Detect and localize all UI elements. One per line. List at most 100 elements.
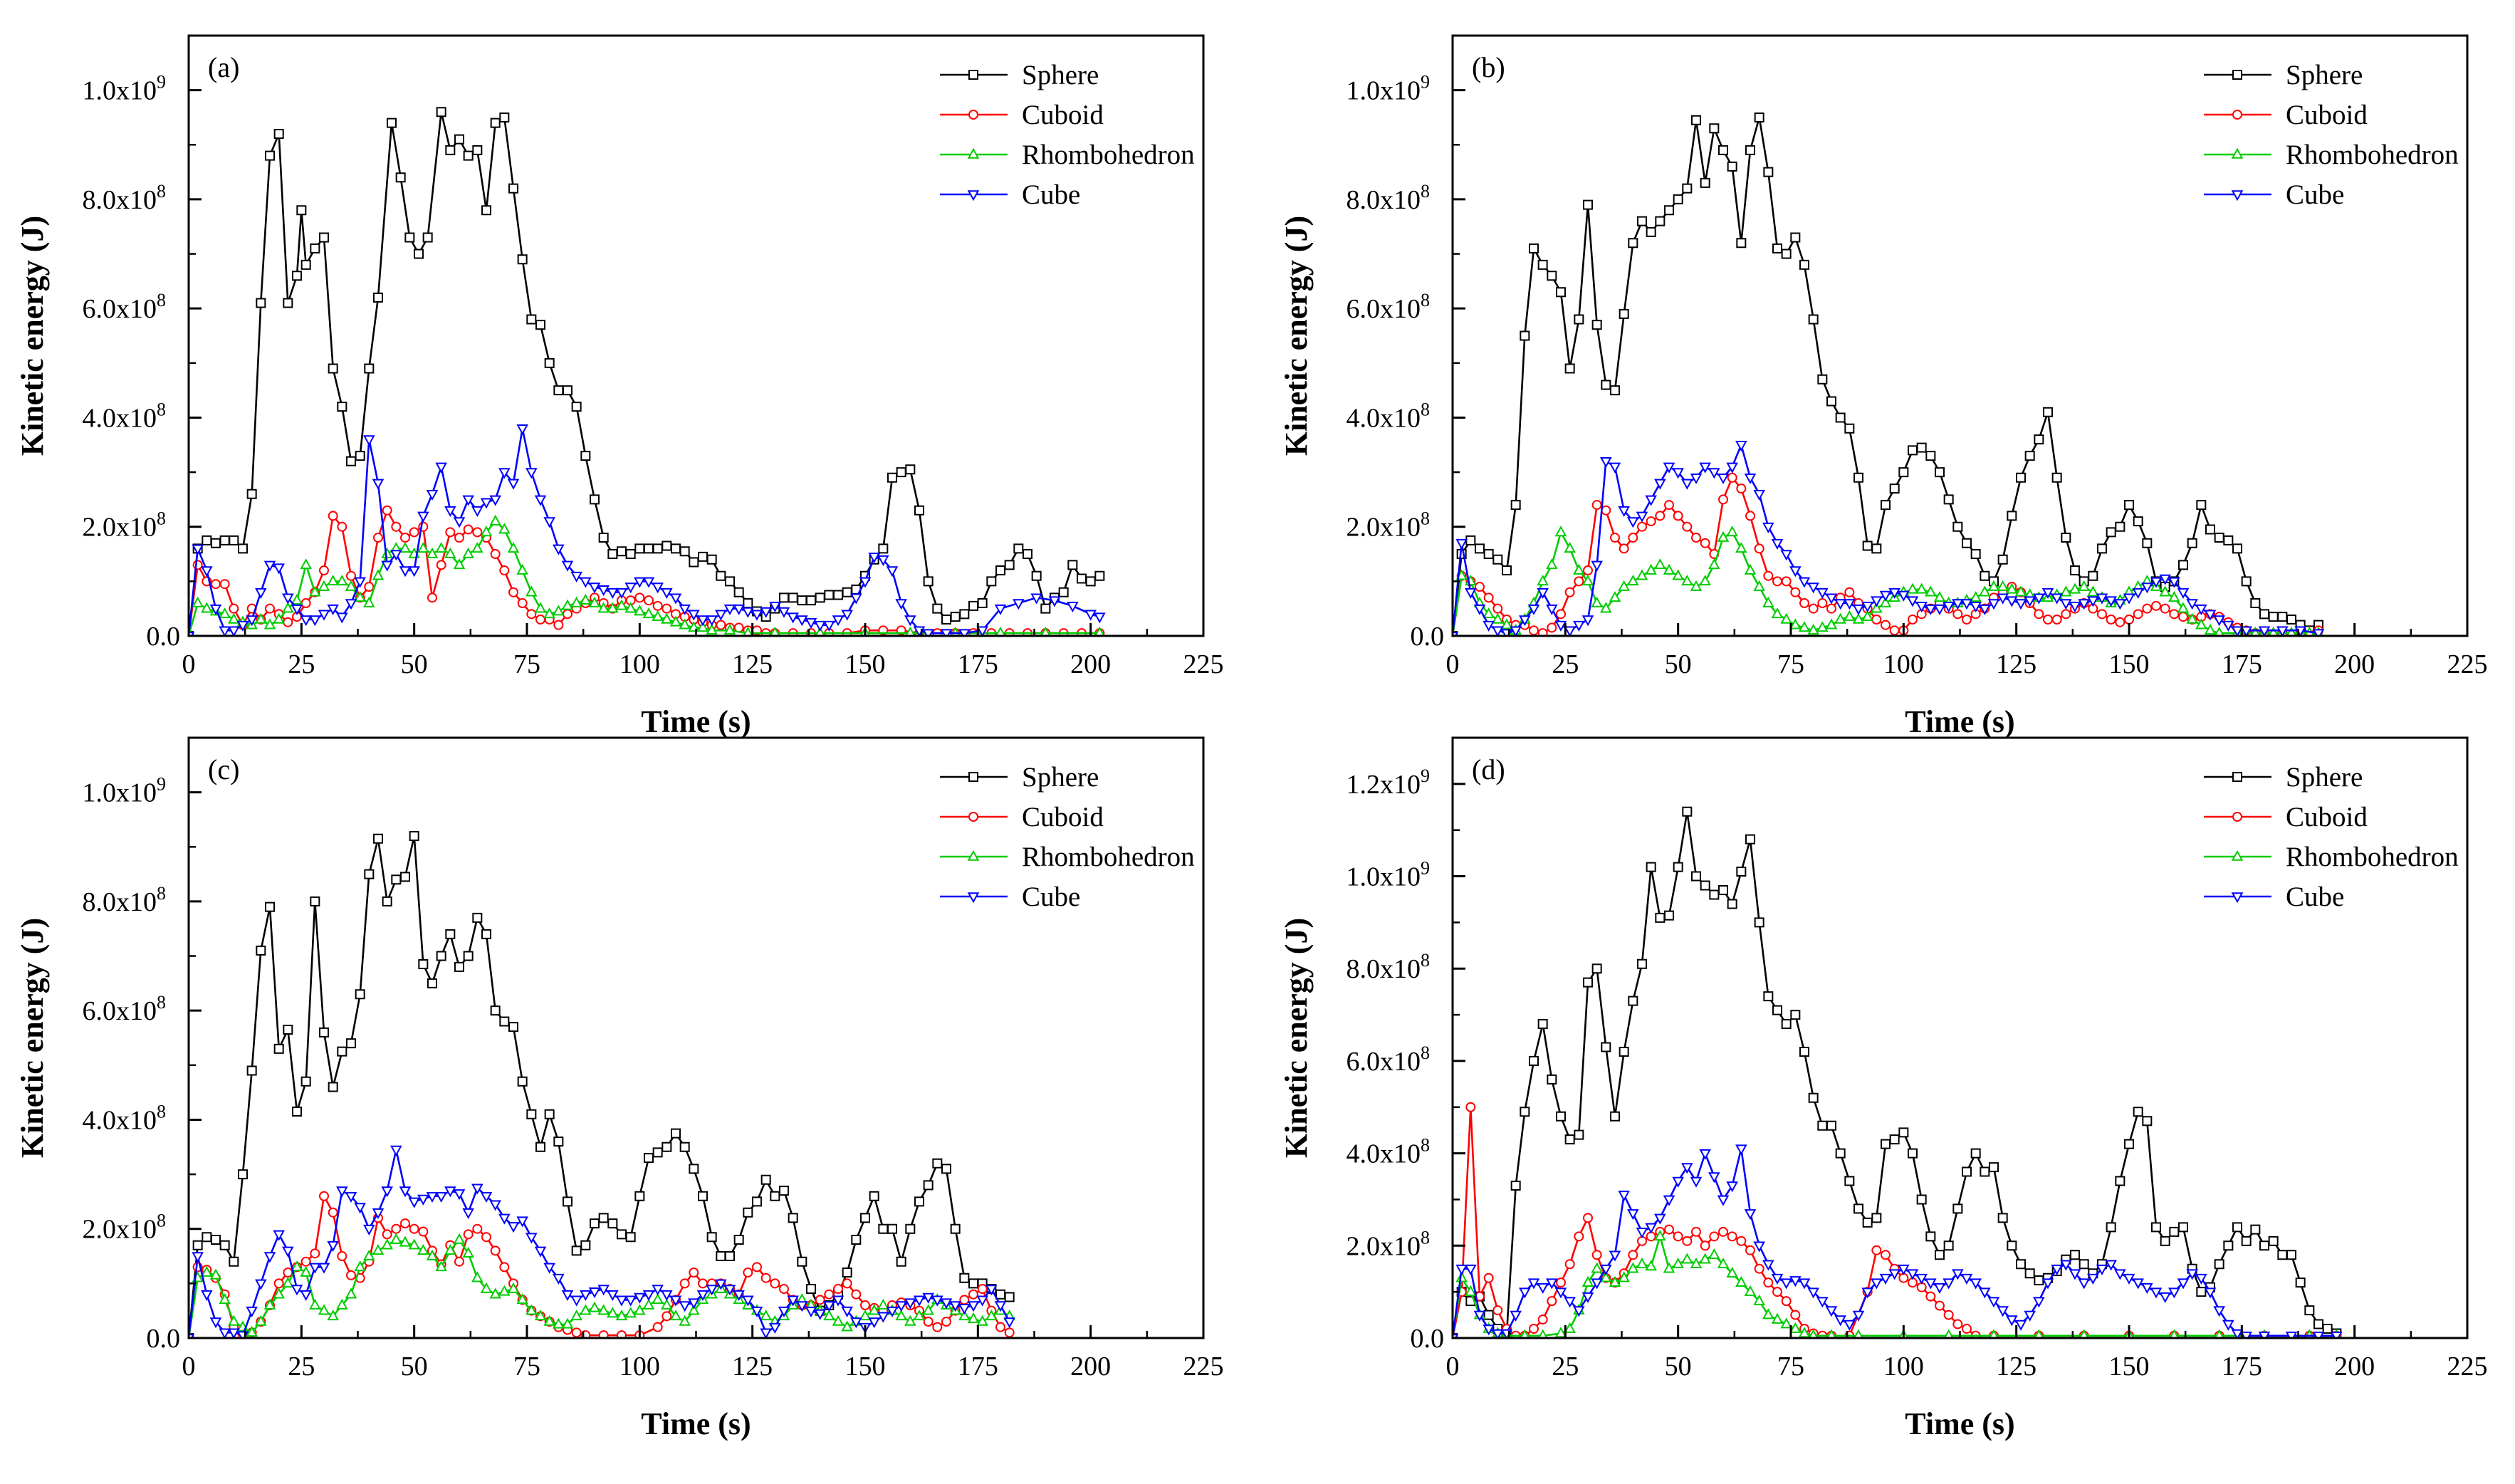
data-point-sphere bbox=[2016, 472, 2026, 483]
data-point-cuboid bbox=[2061, 609, 2071, 620]
data-point-sphere bbox=[1772, 1005, 1782, 1015]
data-point-sphere bbox=[2061, 533, 2071, 543]
data-point-cube bbox=[1834, 599, 1846, 610]
y-tick-label: 2.0x108 bbox=[1347, 1227, 1431, 1261]
data-point-sphere bbox=[373, 833, 383, 844]
x-tick-label: 25 bbox=[1552, 1352, 1579, 1381]
data-point-rhombohedron bbox=[2069, 582, 2081, 594]
data-point-rhombohedron bbox=[318, 1304, 330, 1315]
data-point-cube bbox=[733, 1290, 745, 1301]
data-point-rhombohedron bbox=[661, 612, 673, 624]
data-point-cuboid bbox=[337, 1251, 347, 1262]
data-point-sphere bbox=[932, 603, 943, 614]
data-point-cuboid bbox=[481, 1232, 492, 1243]
data-point-rhombohedron bbox=[570, 1310, 582, 1321]
data-point-cuboid bbox=[1628, 533, 1638, 543]
data-point-sphere bbox=[1483, 1310, 1494, 1320]
data-point-sphere bbox=[959, 609, 970, 620]
data-point-cuboid bbox=[1682, 521, 1693, 532]
y-tick-label: 2.0x108 bbox=[83, 1211, 167, 1245]
data-point-sphere bbox=[977, 598, 988, 609]
data-point-cube bbox=[877, 555, 889, 566]
data-point-sphere bbox=[1510, 1181, 1521, 1191]
data-point-cube bbox=[2132, 587, 2144, 599]
x-tick-label: 225 bbox=[1183, 649, 1224, 679]
data-point-sphere bbox=[1529, 243, 1539, 254]
data-point-sphere bbox=[391, 874, 402, 885]
data-point-cube bbox=[192, 544, 204, 555]
data-point-cuboid bbox=[743, 1268, 753, 1278]
data-point-rhombohedron bbox=[624, 1307, 637, 1318]
data-point-rhombohedron bbox=[1564, 542, 1576, 553]
data-point-cube bbox=[1960, 1273, 1973, 1285]
data-point-sphere bbox=[535, 320, 545, 330]
y-tick-label: 8.0x108 bbox=[1347, 181, 1431, 215]
data-point-cuboid bbox=[1555, 1277, 1567, 1288]
data-point-rhombohedron bbox=[1520, 1329, 1530, 1338]
data-point-sphere bbox=[1997, 554, 2008, 565]
data-point-cube bbox=[399, 1186, 412, 1198]
data-point-sphere bbox=[219, 535, 230, 545]
data-point-sphere bbox=[652, 1147, 663, 1158]
data-point-sphere bbox=[679, 546, 690, 557]
data-point-cube bbox=[814, 1309, 826, 1320]
data-point-cube bbox=[1771, 538, 1784, 550]
data-point-cube bbox=[291, 1285, 303, 1296]
data-point-sphere bbox=[1962, 538, 1972, 548]
data-point-sphere bbox=[914, 505, 924, 516]
data-point-rhombohedron bbox=[381, 1238, 393, 1250]
data-point-cube bbox=[1915, 602, 1928, 613]
data-point-cube bbox=[1952, 599, 1964, 610]
data-point-cuboid bbox=[1646, 516, 1656, 527]
data-point-cuboid bbox=[995, 1322, 1006, 1332]
data-point-cube bbox=[1030, 593, 1042, 605]
data-point-cube bbox=[2231, 626, 2244, 636]
data-point-cuboid bbox=[472, 1223, 483, 1234]
data-point-rhombohedron bbox=[615, 1310, 628, 1321]
data-point-cuboid bbox=[1690, 533, 1702, 543]
data-point-sphere bbox=[1709, 889, 1720, 900]
data-point-sphere bbox=[265, 150, 275, 161]
data-point-rhombohedron bbox=[426, 547, 439, 558]
data-point-rhombohedron bbox=[1987, 580, 2000, 591]
data-point-cuboid bbox=[1745, 511, 1756, 521]
data-point-sphere bbox=[617, 546, 627, 557]
data-point-cube bbox=[715, 1279, 727, 1290]
data-point-cube bbox=[2060, 1260, 2072, 1271]
data-point-sphere bbox=[395, 172, 406, 183]
data-point-sphere bbox=[1935, 1250, 1945, 1260]
x-tick-label: 75 bbox=[513, 1352, 540, 1381]
data-point-cube bbox=[1455, 1264, 1468, 1276]
data-point-cuboid bbox=[1628, 1250, 1638, 1260]
series-line-sphere bbox=[1453, 117, 2319, 636]
legend-marker-sphere bbox=[2232, 772, 2242, 782]
data-point-cuboid bbox=[499, 1262, 510, 1273]
data-point-rhombohedron bbox=[1852, 612, 1865, 624]
data-point-cuboid bbox=[1781, 1296, 1792, 1307]
data-point-rhombohedron bbox=[480, 526, 493, 537]
data-point-rhombohedron bbox=[580, 1304, 592, 1315]
data-point-cuboid bbox=[716, 620, 726, 630]
data-point-sphere bbox=[1591, 963, 1602, 974]
data-point-rhombohedron bbox=[624, 602, 637, 613]
data-point-cube bbox=[976, 1295, 988, 1307]
data-point-cube bbox=[1771, 1273, 1784, 1285]
data-point-cube bbox=[1943, 1278, 1955, 1290]
data-point-sphere bbox=[1718, 145, 1728, 155]
data-point-rhombohedron bbox=[1771, 607, 1784, 619]
data-point-rhombohedron bbox=[1925, 585, 1937, 597]
x-tick-label: 225 bbox=[2447, 649, 2488, 679]
data-point-rhombohedron bbox=[1094, 626, 1105, 636]
data-point-cuboid bbox=[283, 617, 293, 627]
data-point-cube bbox=[2177, 587, 2190, 599]
data-point-rhombohedron bbox=[471, 1271, 483, 1282]
data-point-sphere bbox=[229, 535, 239, 545]
data-point-cuboid bbox=[1916, 609, 1927, 620]
data-point-cuboid bbox=[1727, 1231, 1737, 1242]
legend-label-sphere: Sphere bbox=[1022, 60, 1099, 90]
data-point-rhombohedron bbox=[1997, 580, 2009, 591]
legend-marker-rhombohedron bbox=[2231, 850, 2244, 861]
data-point-cube bbox=[1699, 1149, 1711, 1160]
data-point-cube bbox=[1744, 473, 1757, 485]
data-point-sphere bbox=[941, 1164, 951, 1174]
